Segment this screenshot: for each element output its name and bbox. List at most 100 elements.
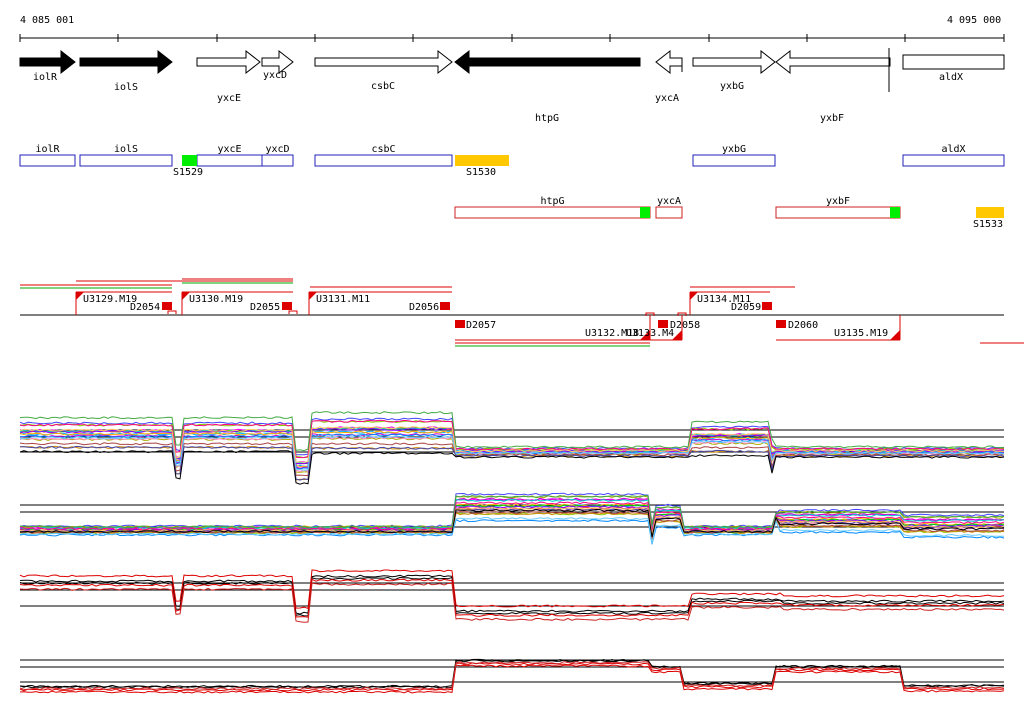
- expression-trace: [19, 578, 1005, 618]
- tu-start-flag: [76, 292, 84, 300]
- minus-box-htpG: [454, 206, 651, 219]
- expression-trace: [19, 664, 1005, 694]
- tu-label-upper: U3134.M11: [697, 294, 751, 305]
- minus-box-label: yxbF: [826, 196, 850, 207]
- plus-box-yxbG: [692, 154, 776, 167]
- gene-label: iolS: [114, 82, 138, 93]
- gene-label: yxbG: [720, 81, 744, 92]
- plus-box-aldX: [902, 154, 1005, 167]
- expression-trace: [19, 435, 1005, 471]
- regulatory-mark-S1529: [182, 155, 197, 166]
- downshift-label: D2056: [409, 302, 439, 313]
- gene-arrow-yxcD: [261, 49, 294, 75]
- gene-label: aldX: [939, 72, 963, 83]
- downshift-label: D2059: [731, 302, 761, 313]
- gene-label: yxbF: [820, 113, 844, 124]
- plus-box-label: yxbG: [722, 144, 746, 155]
- gene-arrow-track: iolR iolS yxcE yxcD csbC htpG yxcA yxbG yxbF aldX: [19, 48, 1005, 124]
- expression-trace: [19, 508, 1005, 538]
- site-mark: [640, 207, 650, 218]
- gene-label: yxcE: [217, 93, 241, 104]
- plus-box-label: aldX: [941, 144, 965, 155]
- regulatory-mark-S1530: [455, 155, 509, 166]
- gene-arrow-yxcE: [196, 49, 261, 75]
- minus-box-yxcA: [655, 206, 683, 219]
- minus-box-yxbF: [775, 206, 901, 219]
- expression-trace: [19, 511, 1005, 539]
- gene-label: yxcA: [655, 93, 679, 104]
- ruler-start-label: 4 085 001: [20, 15, 74, 26]
- gene-arrow-htpG: [454, 49, 641, 75]
- site-mark: [890, 207, 900, 218]
- expression-trace: [19, 517, 1004, 544]
- gene-arrow-iolR: [19, 49, 76, 75]
- expression-trace: [19, 494, 1004, 529]
- expression-trace: [19, 501, 1005, 532]
- coordinate-ruler: 4 085 001 4 095 000: [19, 15, 1005, 42]
- downshift-label: D2054: [130, 302, 160, 313]
- plus-box-label: iolR: [35, 144, 60, 155]
- expression-trace: [19, 411, 1005, 452]
- gene-arrow-yxcA: [655, 49, 683, 75]
- tu-start-flag: [309, 292, 317, 300]
- tu-label-upper: U3129.M19: [83, 294, 137, 305]
- gene-label: csbC: [371, 81, 395, 92]
- gene-arrow-iolS: [79, 49, 173, 75]
- gene-arrow-yxbG: [692, 49, 776, 75]
- plus-box-csbC: [314, 154, 453, 167]
- downshift-mark: [776, 320, 786, 328]
- tu-label-lower: U3135.M19: [834, 328, 888, 339]
- transcription-unit-track: U3129.M19 U3130.M19 U3131.M11 U3134.M11 U313…: [20, 278, 1024, 347]
- tu-label-upper: U3130.M19: [189, 294, 243, 305]
- tu-end-flag: [640, 330, 650, 340]
- tu-start-flag: [690, 292, 698, 300]
- gene-label: htpG: [535, 113, 559, 124]
- downshift-label: D2057: [466, 320, 496, 331]
- expression-trace: [19, 419, 1005, 459]
- expression-trace: [19, 569, 1005, 609]
- regulatory-mark-label: S1530: [466, 167, 496, 178]
- plus-box-label: iolS: [114, 144, 138, 155]
- ruler-end-label: 4 095 000: [947, 15, 1001, 26]
- downshift-mark: [455, 320, 465, 328]
- gene-box-tracks: iolR iolS yxcE yxcD csbC yxbG aldX htpG yxcA yxbF…: [19, 144, 1005, 230]
- downshift-label: D2058: [670, 320, 700, 331]
- plus-box-label: yxcE: [217, 144, 241, 155]
- tu-label-upper: U3131.M11: [316, 294, 370, 305]
- gene-arrow-csbC: [314, 49, 453, 75]
- downshift-mark: [440, 302, 450, 310]
- downshift-mark: [658, 320, 668, 328]
- expression-trace: [19, 506, 1005, 535]
- expression-trace: [19, 497, 1005, 530]
- expression-trace: [19, 574, 1005, 615]
- regulatory-mark-label: S1533: [973, 219, 1003, 230]
- plus-box-label: yxcD: [265, 144, 289, 155]
- minus-box-label: yxcA: [657, 196, 681, 207]
- expression-trace: [19, 426, 1005, 463]
- expression-panels: [19, 411, 1005, 694]
- downshift-label: D2055: [250, 302, 280, 313]
- plus-box-yxcD: [261, 154, 294, 167]
- gene-arrow-yxbF: [775, 49, 891, 75]
- gene-arrow-aldX: [902, 54, 1005, 70]
- plus-box-iolS: [79, 154, 173, 167]
- regulatory-mark-label: S1529: [173, 167, 203, 178]
- plus-box-label: csbC: [371, 144, 395, 155]
- tu-label-lower: U3133.M4: [626, 328, 674, 339]
- expression-trace: [19, 659, 1005, 689]
- downshift-mark: [162, 302, 172, 310]
- plus-box-yxcE: [196, 154, 263, 167]
- regulatory-mark-S1533: [976, 207, 1004, 218]
- tu-start-flag: [182, 292, 190, 300]
- expression-trace: [19, 450, 1005, 485]
- downshift-mark: [282, 302, 292, 310]
- gene-label: yxcD: [263, 70, 287, 81]
- downshift-label: D2060: [788, 320, 818, 331]
- tu-end-flag: [890, 330, 900, 340]
- gene-label: iolR: [33, 72, 58, 83]
- expression-trace: [19, 582, 1005, 623]
- tu-label-lower: U3132.M18: [585, 328, 639, 339]
- expression-trace: [19, 661, 1005, 691]
- expression-trace: [19, 507, 1005, 536]
